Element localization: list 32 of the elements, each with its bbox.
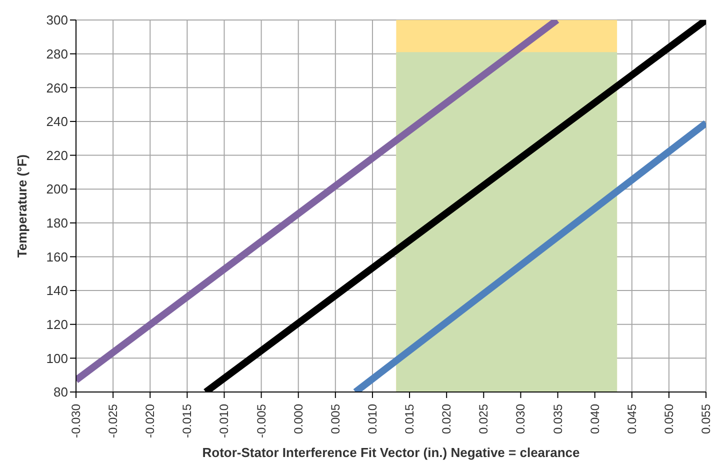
y-tick-label: 140 xyxy=(46,283,68,298)
x-tick-label: 0.010 xyxy=(365,404,380,434)
x-tick-label: -0.015 xyxy=(180,404,194,438)
y-tick-label: 120 xyxy=(46,316,68,332)
y-tick-label: 160 xyxy=(46,249,68,264)
x-tick-label: 0.055 xyxy=(699,404,713,434)
x-tick-label: -0.005 xyxy=(254,404,268,438)
x-tick-label: -0.020 xyxy=(143,404,158,438)
y-tick-label: 80 xyxy=(54,384,68,400)
y-tick-label: 240 xyxy=(46,114,68,130)
x-tick-label: -0.030 xyxy=(69,404,83,438)
y-axis-title: Temperature (°F) xyxy=(14,154,30,258)
x-tick-label: 0.045 xyxy=(624,404,639,434)
x-tick-label: -0.010 xyxy=(217,404,232,438)
x-tick-label: 0.015 xyxy=(402,404,417,434)
y-tick-label: 220 xyxy=(46,148,68,163)
y-tick-label: 260 xyxy=(46,80,68,96)
x-tick-label: 0.035 xyxy=(550,404,565,434)
y-tick-label: 180 xyxy=(46,216,68,231)
x-tick-label: 0.025 xyxy=(476,404,491,434)
x-tick-label: 0.000 xyxy=(291,404,306,434)
x-tick-label: -0.025 xyxy=(106,404,120,438)
y-tick-label: 100 xyxy=(46,350,68,366)
x-tick-label: 0.020 xyxy=(440,404,454,434)
x-tick-label: 0.050 xyxy=(662,404,676,434)
x-tick-label: 0.005 xyxy=(328,404,342,434)
y-tick-label: 300 xyxy=(46,12,68,28)
x-tick-label: 0.030 xyxy=(514,404,528,434)
y-tick-label: 200 xyxy=(46,182,68,197)
x-axis-title: Rotor-Stator Interference Fit Vector (in.) Negative = clearance xyxy=(202,445,580,460)
y-tick-label: 280 xyxy=(46,46,68,62)
x-tick-label: 0.040 xyxy=(588,404,602,434)
